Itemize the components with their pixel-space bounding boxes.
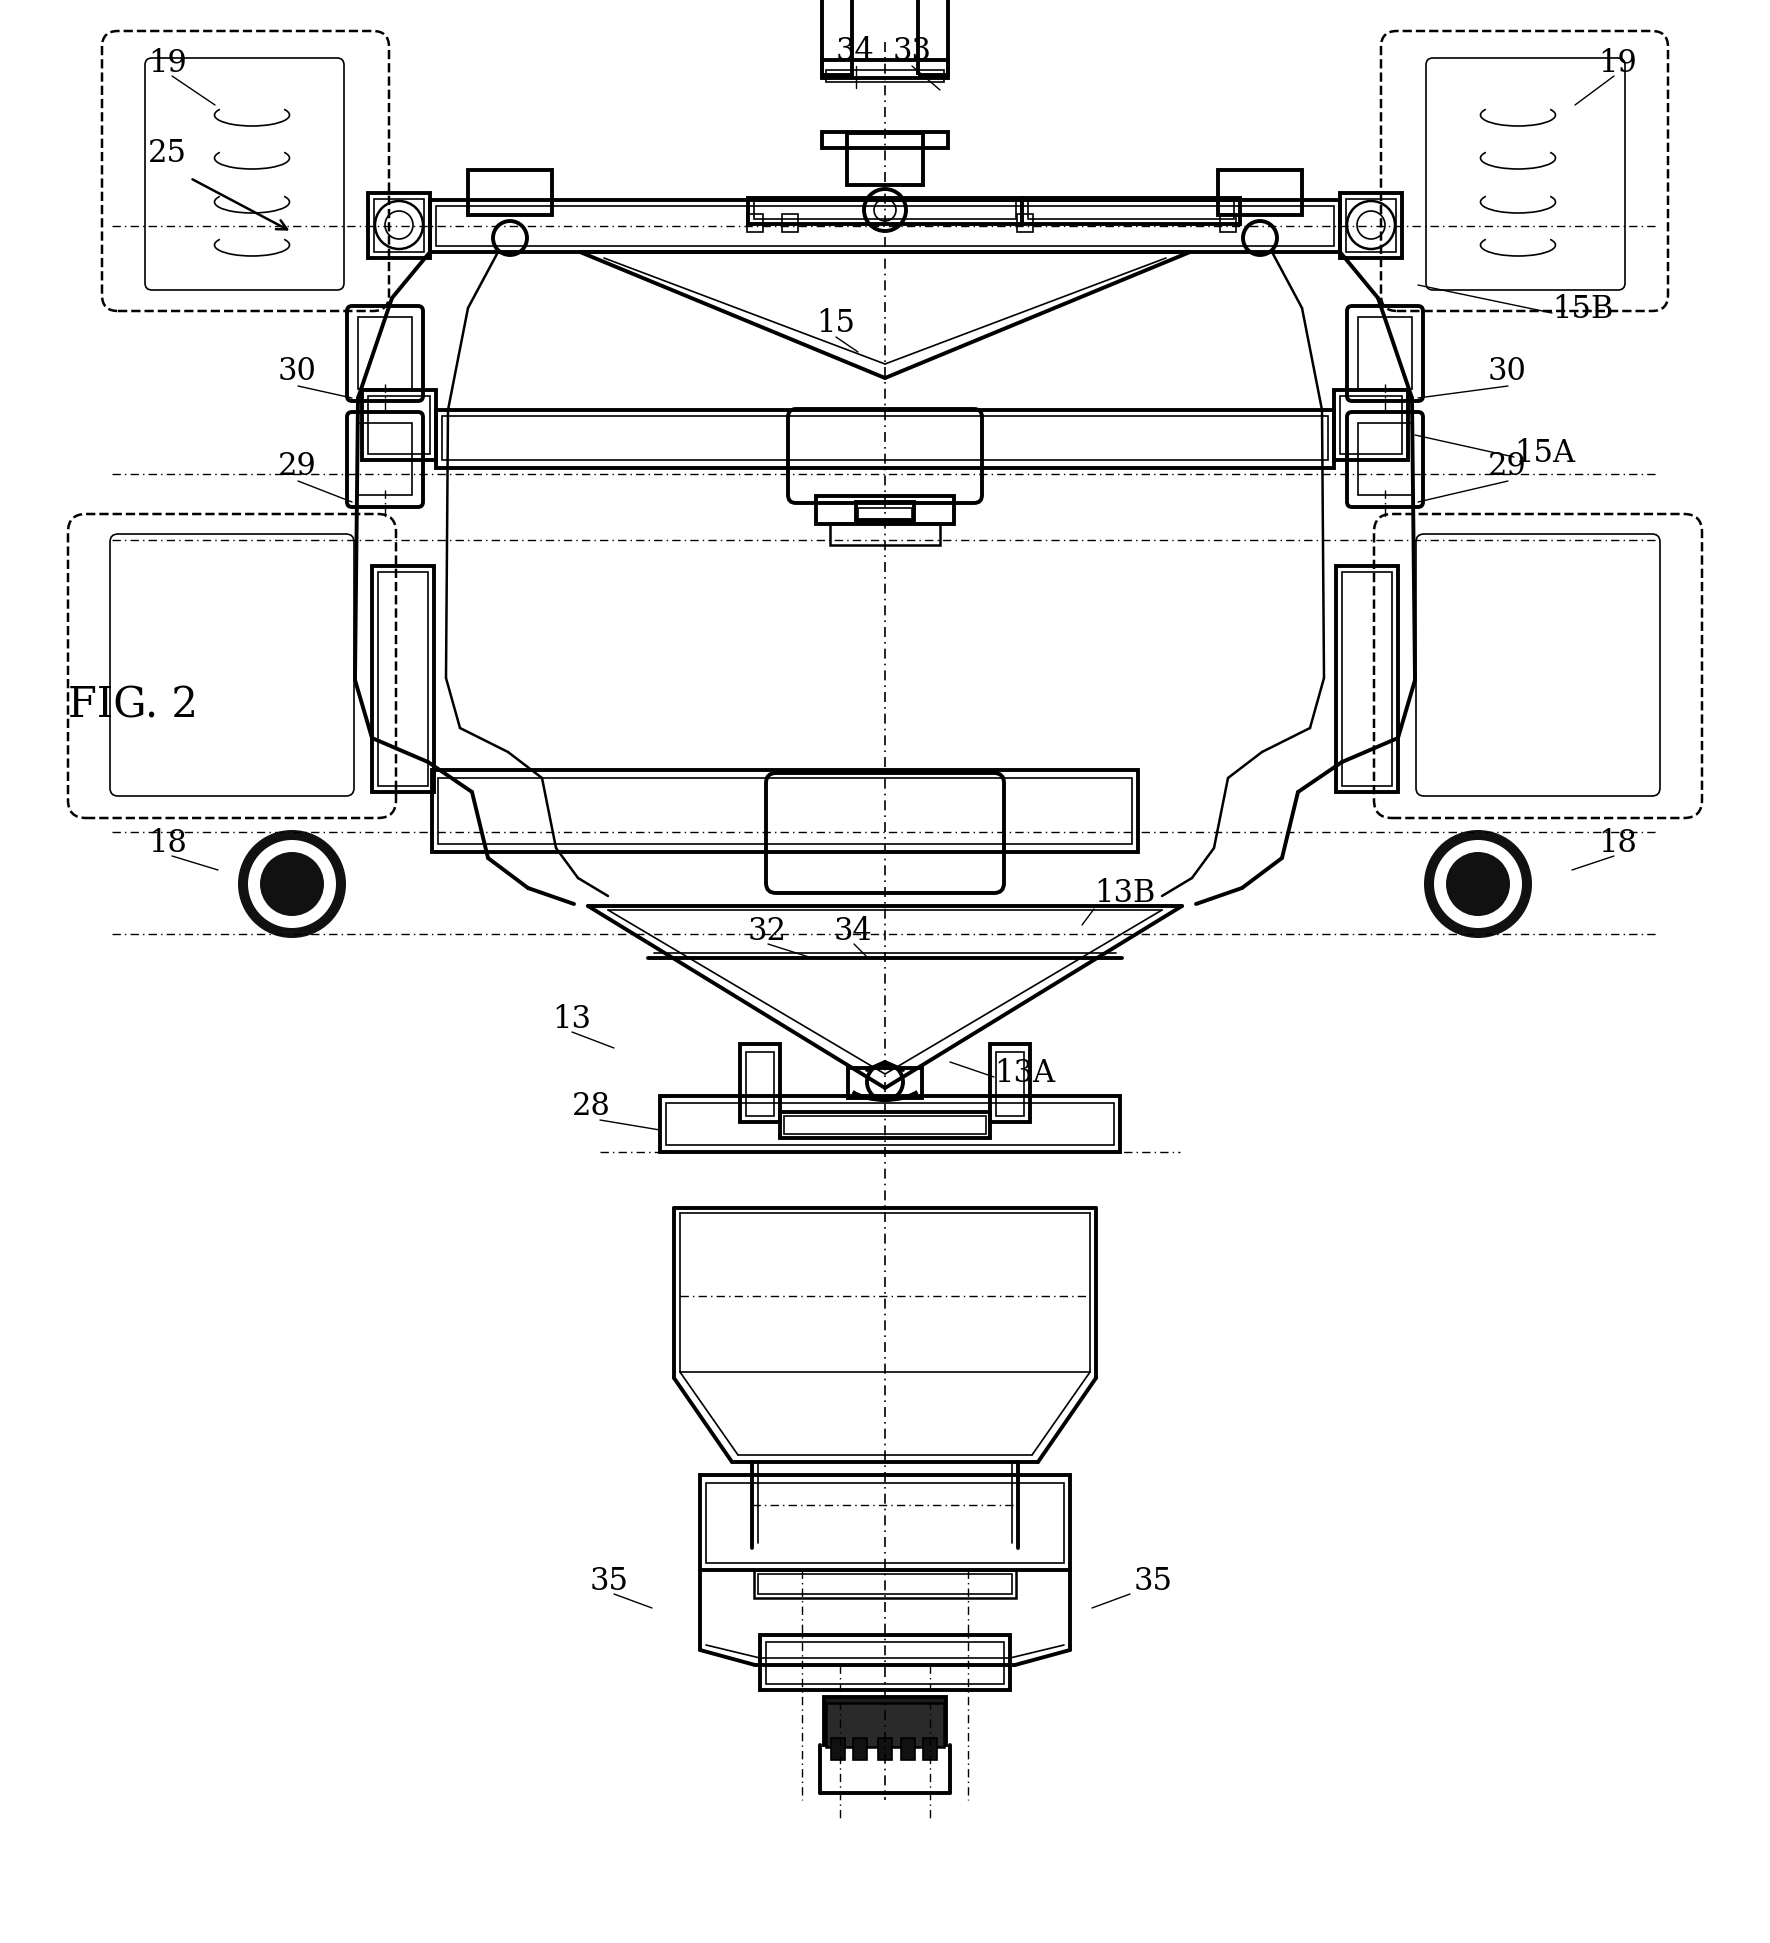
Bar <box>442 416 1328 460</box>
Bar <box>1336 565 1398 793</box>
Bar <box>997 1051 1025 1115</box>
Bar <box>919 0 949 76</box>
Circle shape <box>248 839 336 929</box>
Text: 18: 18 <box>149 828 188 859</box>
Bar <box>989 1043 1030 1121</box>
Bar <box>430 200 1340 253</box>
Text: 19: 19 <box>149 49 188 80</box>
Text: 34: 34 <box>834 915 873 946</box>
Bar <box>848 1069 922 1098</box>
Text: 32: 32 <box>749 915 788 946</box>
Bar <box>830 523 940 544</box>
Bar <box>432 769 1138 851</box>
Circle shape <box>260 851 324 915</box>
Bar <box>830 1737 844 1760</box>
Bar <box>1021 198 1241 223</box>
Bar <box>821 132 949 148</box>
Bar <box>699 1475 1071 1570</box>
Text: 15B: 15B <box>1552 293 1614 324</box>
Text: 13B: 13B <box>1094 878 1156 909</box>
Circle shape <box>1425 830 1533 938</box>
Circle shape <box>1434 839 1522 929</box>
Bar <box>1358 424 1412 495</box>
Bar <box>1028 200 1234 220</box>
Bar <box>825 1696 945 1745</box>
Bar <box>747 214 763 231</box>
Bar <box>922 1737 936 1760</box>
Bar <box>660 1096 1120 1152</box>
Bar <box>435 206 1335 247</box>
Text: 34: 34 <box>835 37 874 66</box>
Bar <box>1018 214 1034 231</box>
Text: 19: 19 <box>1598 49 1637 80</box>
Bar <box>901 1737 915 1760</box>
Text: 15A: 15A <box>1513 437 1575 468</box>
Bar <box>745 1051 773 1115</box>
Bar <box>782 214 798 231</box>
Bar <box>358 317 412 389</box>
Text: 18: 18 <box>1598 828 1637 859</box>
Text: 25: 25 <box>149 138 188 169</box>
Text: 35: 35 <box>1135 1566 1174 1597</box>
Bar <box>821 0 851 76</box>
Bar <box>857 501 913 521</box>
Bar <box>740 1043 781 1121</box>
Bar <box>749 198 1021 223</box>
Bar <box>759 1634 1011 1690</box>
Text: 28: 28 <box>572 1092 611 1121</box>
Text: 15: 15 <box>816 309 855 338</box>
Bar <box>363 391 435 460</box>
Bar <box>766 1642 1004 1685</box>
Bar <box>379 571 428 787</box>
Bar <box>1220 214 1235 231</box>
Bar <box>373 198 425 253</box>
Circle shape <box>237 830 345 938</box>
Text: 33: 33 <box>894 37 933 66</box>
Bar <box>858 507 912 523</box>
Text: 13A: 13A <box>995 1059 1055 1088</box>
Bar <box>827 1702 943 1747</box>
Bar <box>372 565 434 793</box>
Bar <box>1218 169 1303 216</box>
Bar <box>467 169 552 216</box>
Text: 30: 30 <box>278 356 317 387</box>
Bar <box>878 1737 892 1760</box>
Bar <box>368 192 430 258</box>
Bar <box>706 1483 1064 1562</box>
Circle shape <box>1446 851 1510 915</box>
Bar <box>754 200 1016 220</box>
Bar <box>368 396 430 455</box>
Bar <box>1340 192 1402 258</box>
Bar <box>1340 396 1402 455</box>
Bar <box>1345 198 1397 253</box>
Bar <box>358 424 412 495</box>
Text: 13: 13 <box>552 1005 591 1036</box>
Bar <box>853 1737 867 1760</box>
Text: FIG. 2: FIG. 2 <box>67 686 198 727</box>
Bar <box>435 410 1335 468</box>
Bar <box>1358 317 1412 389</box>
Text: 29: 29 <box>1489 451 1528 482</box>
Bar <box>827 70 943 82</box>
Bar <box>1335 391 1407 460</box>
Bar <box>821 60 949 78</box>
Bar <box>848 132 922 185</box>
Bar <box>754 1570 1016 1597</box>
Bar <box>1342 571 1391 787</box>
Text: 35: 35 <box>589 1566 628 1597</box>
Bar <box>816 495 954 525</box>
Text: 29: 29 <box>278 451 317 482</box>
Bar <box>781 1111 989 1139</box>
Bar <box>758 1574 1012 1593</box>
Bar <box>437 777 1133 843</box>
Bar <box>784 1115 986 1135</box>
Bar <box>666 1104 1113 1144</box>
Text: 30: 30 <box>1489 356 1528 387</box>
